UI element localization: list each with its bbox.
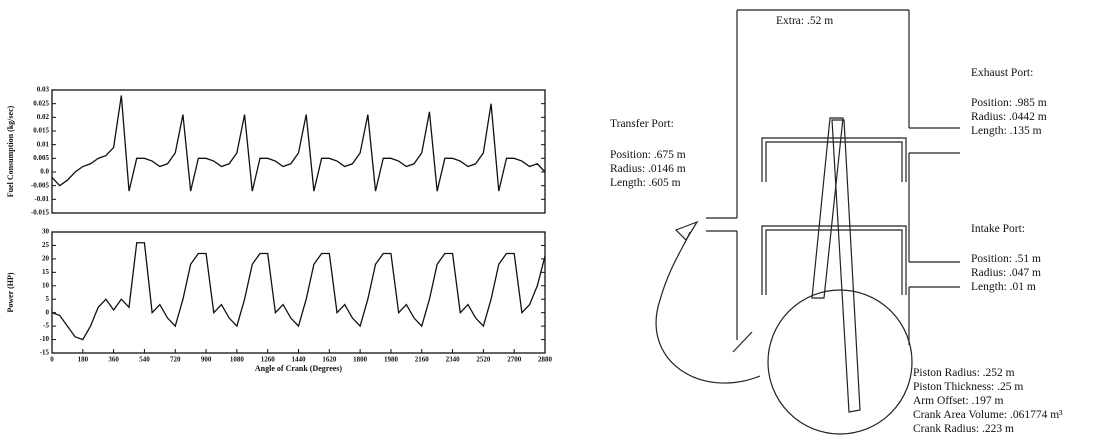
upper-piston bbox=[761, 137, 907, 182]
y-tick-label: 5 bbox=[46, 295, 50, 303]
engine-diagram bbox=[655, 9, 960, 435]
x-tick-label: 1980 bbox=[384, 356, 399, 364]
y-tick-label: -0.01 bbox=[34, 195, 49, 203]
port-title: Intake Port: bbox=[971, 223, 1025, 235]
port-spec: Radius: .047 m bbox=[971, 267, 1041, 279]
connecting-rod bbox=[811, 117, 844, 299]
data-line bbox=[51, 95, 546, 192]
x-tick-label: 1620 bbox=[322, 356, 337, 364]
x-tick-label: 2160 bbox=[415, 356, 430, 364]
x-tick-label: 900 bbox=[201, 356, 212, 364]
data-line bbox=[51, 242, 546, 341]
x-tick-label: 180 bbox=[78, 356, 89, 364]
y-tick-label: 10 bbox=[42, 281, 50, 289]
x-tick-label: 720 bbox=[170, 356, 181, 364]
port-spec: Length: .01 m bbox=[971, 281, 1036, 293]
crank-circle bbox=[767, 289, 913, 435]
x-axis-label: Angle of Crank (Degrees) bbox=[255, 364, 343, 373]
piston-spec: Piston Thickness: .25 m bbox=[913, 381, 1023, 393]
y-tick-label: 0.005 bbox=[33, 154, 49, 162]
x-tick-label: 2340 bbox=[446, 356, 461, 364]
arrow-head bbox=[674, 220, 699, 241]
y-tick-label: 25 bbox=[42, 241, 50, 249]
x-tick-label: 1260 bbox=[261, 356, 276, 364]
y-tick-label: 30 bbox=[42, 228, 50, 236]
x-tick-label: 1080 bbox=[230, 356, 245, 364]
port-spec: Radius: .0442 m bbox=[971, 111, 1047, 123]
y-tick-label: 20 bbox=[42, 254, 50, 262]
piston-spec: Crank Area Volume: .061774 m³ bbox=[913, 409, 1063, 421]
port-spec: Position: .51 m bbox=[971, 253, 1041, 265]
y-tick-label: -0.005 bbox=[31, 181, 50, 189]
crank-wall bbox=[732, 331, 753, 353]
x-tick-label: 2700 bbox=[507, 356, 522, 364]
x-tick-label: 1440 bbox=[292, 356, 307, 364]
extra-label: Extra: .52 m bbox=[776, 15, 833, 27]
piston-spec: Piston Radius: .252 m bbox=[913, 367, 1015, 379]
transfer-arrow bbox=[655, 231, 761, 384]
y-tick-label: 0.02 bbox=[37, 113, 50, 121]
x-tick-label: 0 bbox=[50, 356, 54, 364]
x-tick-label: 360 bbox=[108, 356, 119, 364]
port-spec: Length: .605 m bbox=[610, 177, 681, 189]
port-spec: Radius: .0146 m bbox=[610, 163, 686, 175]
connecting-rod bbox=[831, 119, 861, 413]
port-title: Transfer Port: bbox=[610, 118, 674, 130]
piston-spec: Arm Offset: .197 m bbox=[913, 395, 1004, 407]
y-tick-label: 0.0 bbox=[40, 168, 49, 176]
y-axis-label: Power (HP) bbox=[6, 272, 15, 312]
port-spec: Length: .135 m bbox=[971, 125, 1042, 137]
x-tick-label: 1800 bbox=[353, 356, 368, 364]
x-tick-label: 2520 bbox=[476, 356, 491, 364]
x-tick-label: 540 bbox=[139, 356, 150, 364]
y-tick-label: 0 bbox=[46, 308, 50, 316]
x-tick-label: 2880 bbox=[538, 356, 553, 364]
port-title: Exhaust Port: bbox=[971, 67, 1033, 79]
port-spec: Position: .985 m bbox=[971, 97, 1047, 109]
piston-spec: Crank Radius: .223 m bbox=[913, 423, 1014, 435]
y-tick-label: 0.01 bbox=[37, 140, 50, 148]
y-tick-label: -0.015 bbox=[31, 209, 50, 217]
y-tick-label: 0.03 bbox=[37, 86, 50, 94]
y-tick-label: -5 bbox=[43, 322, 49, 330]
y-tick-label: -15 bbox=[40, 349, 50, 357]
lower-piston bbox=[761, 225, 907, 295]
y-tick-label: 0.025 bbox=[33, 99, 49, 107]
y-tick-label: 15 bbox=[42, 268, 50, 276]
plot-frame bbox=[51, 231, 546, 354]
y-tick-label: -10 bbox=[40, 335, 50, 343]
port-spec: Position: .675 m bbox=[610, 149, 686, 161]
y-tick-label: 0.015 bbox=[33, 127, 49, 135]
plot-frame bbox=[51, 89, 546, 214]
y-axis-label: Fuel Consumption (kg/sec) bbox=[6, 105, 15, 197]
